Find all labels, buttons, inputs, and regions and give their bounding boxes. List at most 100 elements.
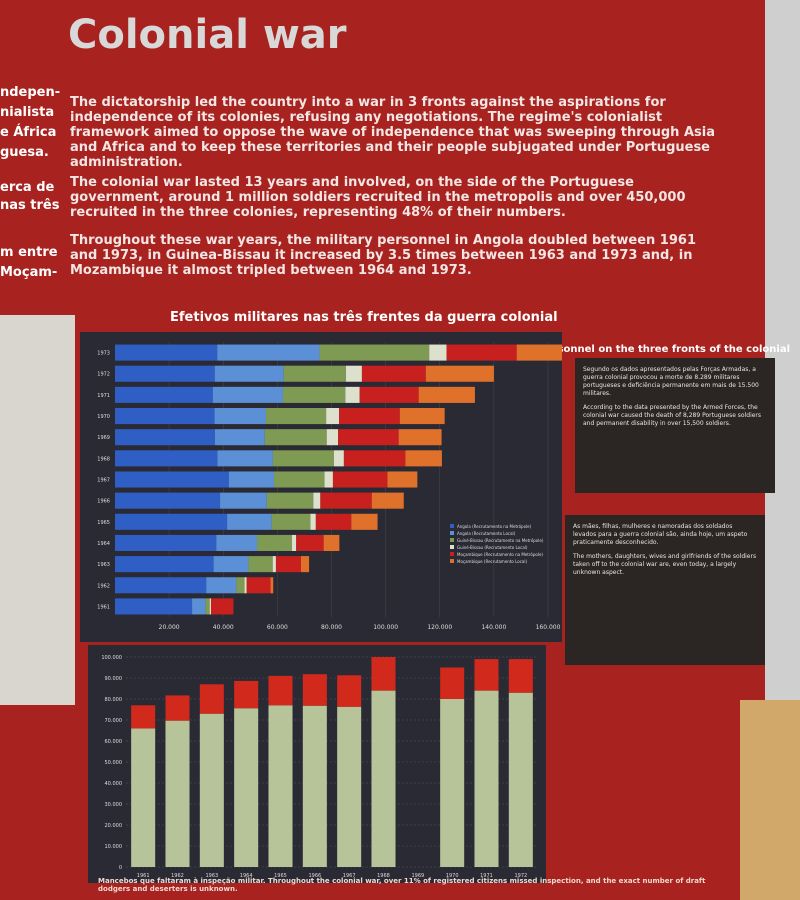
- x-tick-label: 1964: [240, 873, 253, 879]
- legend-label: Guiné-Bissau (Recrutamento na Metrópole): [457, 538, 544, 543]
- bar-segment: [283, 365, 346, 382]
- bar-segment: [115, 386, 213, 403]
- bar-segment: [418, 386, 475, 403]
- bar-segment: [313, 492, 321, 509]
- bar-segment: [516, 344, 562, 361]
- bar-segment: [216, 534, 258, 551]
- bar-segment: [508, 659, 533, 693]
- y-tick-label: 1961: [97, 604, 110, 610]
- y-tick-label: 1970: [97, 414, 110, 420]
- text-fragment: nas três: [0, 198, 60, 213]
- bar-segment: [339, 408, 400, 425]
- bar-segment: [205, 598, 210, 615]
- bar-segment: [345, 386, 360, 403]
- bar-segment: [333, 450, 344, 467]
- text-fragment: guesa.: [0, 145, 49, 160]
- text-fragment: e África: [0, 125, 57, 140]
- bar-segment: [337, 675, 362, 707]
- bar-segment: [192, 598, 206, 615]
- bar-segment: [115, 513, 228, 530]
- x-tick-label: 100.000: [373, 624, 398, 631]
- bar-segment: [296, 534, 324, 551]
- y-tick-label: 20.000: [105, 823, 123, 829]
- bar-segment: [228, 471, 275, 488]
- y-tick-label: 80.000: [105, 697, 123, 703]
- bar-segment: [115, 577, 207, 594]
- x-tick-label: 1965: [274, 873, 287, 879]
- note: As mães, filhas, mulheres e namoradas do…: [573, 523, 748, 546]
- y-tick-label: 30.000: [105, 802, 123, 808]
- bar-segment: [212, 386, 283, 403]
- x-tick-label: 1969: [411, 873, 424, 879]
- bar-segment: [405, 450, 442, 467]
- y-tick-label: 50.000: [105, 760, 123, 766]
- bar-segment: [323, 534, 340, 551]
- bar-segment: [257, 534, 292, 551]
- bar-segment: [315, 513, 352, 530]
- legend-swatch: [450, 559, 454, 563]
- x-tick-label: 1961: [137, 873, 150, 879]
- text-fragment: m entre: [0, 245, 58, 260]
- legend-swatch: [450, 545, 454, 549]
- bar-segment: [361, 365, 426, 382]
- note-box: Segundo os dados apresentados pelas Forç…: [575, 358, 775, 493]
- bar-segment: [274, 471, 325, 488]
- bar-segment: [332, 471, 388, 488]
- paragraph: The colonial war lasted 13 years and inv…: [70, 175, 686, 220]
- chart: 20.000 40.000 60.000 80.000 100.000 120.000 14…: [80, 332, 562, 642]
- floor: [740, 700, 800, 900]
- bar-segment: [115, 450, 218, 467]
- x-tick-label: 120.000: [427, 624, 452, 631]
- bar-segment: [217, 344, 320, 361]
- y-tick-label: 1971: [97, 393, 110, 399]
- chart-heading: Efetivos militares nas três frentes da g…: [170, 310, 558, 325]
- legend-swatch: [450, 552, 454, 556]
- bar-segment: [343, 450, 406, 467]
- bar-segment: [213, 556, 249, 573]
- text-fragment: nialista: [0, 105, 55, 120]
- bar-segment: [446, 344, 517, 361]
- bar-segment: [387, 471, 418, 488]
- bar-segment: [440, 699, 465, 867]
- legend-label: Moçambique (Recrutamento na Metrópole): [457, 552, 543, 557]
- bar-segment: [398, 429, 442, 446]
- bar-segment: [270, 577, 274, 594]
- photo: [0, 315, 75, 705]
- y-tick-label: 1966: [97, 499, 110, 505]
- bar-segment: [211, 598, 234, 615]
- y-tick-label: 40.000: [105, 781, 123, 787]
- bar-segment: [236, 577, 245, 594]
- bar-segment: [214, 365, 284, 382]
- legend-label: Angola (Recrutamento Local): [457, 531, 516, 536]
- bar-segment: [474, 690, 499, 867]
- bar-segment: [115, 598, 193, 615]
- bar-segment: [131, 728, 156, 867]
- bar-segment: [272, 556, 276, 573]
- bar-segment: [244, 577, 247, 594]
- note-box: As mães, filhas, mulheres e namoradas do…: [565, 515, 765, 665]
- text-fragment: Moçam-: [0, 265, 58, 280]
- bar-segment: [302, 674, 327, 706]
- x-tick-label: 1962: [171, 873, 184, 879]
- bar-segment: [165, 720, 190, 867]
- bar-segment: [234, 708, 259, 867]
- bar-segment: [115, 408, 215, 425]
- x-tick-label: 1963: [205, 873, 218, 879]
- bar-segment: [326, 408, 340, 425]
- bar-segment: [227, 513, 272, 530]
- text-fragment: ndepen-: [0, 85, 61, 100]
- bar-segment: [338, 429, 399, 446]
- y-tick-label: 1973: [97, 351, 110, 357]
- y-tick-label: 1972: [97, 372, 110, 378]
- bar-segment: [266, 492, 314, 509]
- bar-segment: [268, 675, 293, 706]
- bar-segment: [399, 408, 445, 425]
- bar-segment: [214, 429, 265, 446]
- legend-swatch: [450, 531, 454, 535]
- bar-segment: [371, 492, 404, 509]
- bar-segment: [217, 450, 273, 467]
- bar-segment: [115, 556, 214, 573]
- bar-segment: [115, 429, 215, 446]
- legend-label: Guiné-Bissau (Recrutamento Local): [457, 545, 528, 550]
- bar-segment: [234, 680, 259, 709]
